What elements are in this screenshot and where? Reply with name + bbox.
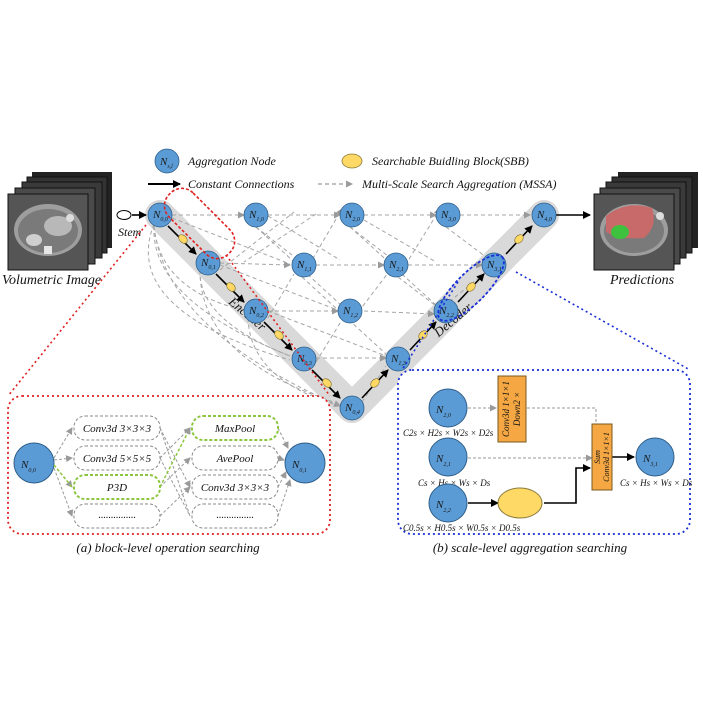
legend-aggregation-node-label: Aggregation Node [187,154,277,168]
predictions-stack [593,172,698,271]
node-n01: N0,1 [195,250,221,276]
svg-text:AvePool: AvePool [216,453,254,465]
panel-b: N2,0 C2s × H2s × W2s × D2s N2,1 Cs × Hs … [397,369,693,535]
svg-text:Sum: Sum [593,450,602,464]
svg-text:P3D: P3D [106,482,127,494]
node-n31: N3,1 [481,252,507,278]
blue-highlight-outline [437,254,505,322]
op-maxpool: MaxPool [191,415,279,441]
panel-a-input-node: N0,0 [13,442,55,484]
legend-node-icon: Ns,l [154,148,180,174]
node-n04: N0,4 [339,395,365,421]
panel-a: N0,0 N0,1 Conv3d 3×3×3 [7,395,331,535]
legend-sbb-icon [341,153,363,169]
blue-zoom-line-right [515,271,691,371]
panel-b-node-21: N2,1 [428,437,468,477]
op-conv3d-3x3x3-right: Conv3d 3×3×3 [191,474,279,500]
sbb-block [514,234,524,244]
sbb-block [178,234,188,244]
svg-text:Conv3d 1×1×1: Conv3d 1×1×1 [602,432,611,482]
panel-b-output-node: N3,1 [635,437,675,477]
sbb-block [226,282,236,292]
sbb-block [322,378,332,388]
panel-b-output-dims: Cs × Hs × Ws × Ds [620,478,693,488]
node-n13: N1,3 [385,346,411,372]
svg-text:Conv3d 3×3×3: Conv3d 3×3×3 [201,482,270,494]
node-n30: N3,0 [435,202,461,228]
legend-sbb-label: Searchable Buidling Block(SBB) [372,154,529,168]
red-zoom-line-right [225,254,331,397]
sbb-block [274,330,284,340]
node-n40: N4,0 [531,202,557,228]
red-highlight-outline [163,187,236,260]
svg-text:...............: ............... [216,510,254,521]
svg-text:Conv3d 5×5×5: Conv3d 5×5×5 [83,453,152,465]
predictions-label: Predictions [609,273,675,288]
legend-constant-label: Constant Connections [188,177,295,191]
node-n10: N1,0 [243,202,269,228]
sum-conv-box: Sum Conv3d 1×1×1 [591,423,613,491]
sbb-block [466,282,476,292]
svg-text:Conv3d 1×1×1: Conv3d 1×1×1 [501,381,511,437]
svg-text:MaxPool: MaxPool [214,423,255,435]
node-n20: N2,0 [339,202,365,228]
panel-b-caption: (b) scale-level aggregation searching [433,540,628,555]
panel-b-node-20: N2,0 [428,388,468,428]
svg-text:Conv3d 3×3×3: Conv3d 3×3×3 [83,423,152,435]
op-conv3d-3x3x3-left: Conv3d 3×3×3 [73,415,161,441]
volumetric-image-label: Volumetric Image [2,273,101,288]
stem-icon [116,210,132,220]
selected-path-arrow [159,427,191,488]
op-more-right: ............... [191,503,279,529]
legend: Ns,l Aggregation Node Searchable Buidlin… [148,148,557,191]
node-n12: N1,2 [337,298,363,324]
panel-b-node-22: N2,2 [428,483,468,523]
svg-text:...............: ............... [98,510,136,521]
svg-text:Down2 ×: Down2 × [512,392,522,427]
sbb-block [370,378,380,388]
op-conv3d-5x5x5: Conv3d 5×5×5 [73,445,161,471]
blue-zoom-line-left [401,281,459,371]
conv-down-box: Conv3d 1×1×1 Down2 × [497,375,527,443]
node-n03: N0,3 [291,346,317,372]
node-n00: N0,0 [147,202,173,228]
node-n02: N0,2 [243,298,269,324]
red-zoom-line-left [7,224,147,397]
op-avepool: AvePool [191,445,279,471]
node-n21: N2,1 [383,252,409,278]
panel-b-sbb [497,487,543,519]
node-n11: N1,1 [291,252,317,278]
svg-text:Ns,l: Ns,l [159,156,173,170]
lesion-mask [611,225,629,239]
volumetric-image-stack [7,172,112,271]
op-p3d: P3D [73,474,161,500]
op-more-left: ............... [73,503,161,529]
sbb-blocks [178,234,524,388]
legend-mssa-label: Multi-Scale Search Aggregation (MSSA) [361,177,557,191]
panel-a-output-node: N0,1 [284,442,326,484]
stem-label: Stem [118,225,142,239]
panel-b-node-22-dims: C0.5s × H0.5s × W0.5s × D0.5s [403,523,521,533]
panel-b-node-21-dims: Cs × Hs × Ws × Ds [418,478,491,488]
panel-a-caption: (a) block-level operation searching [76,540,260,555]
panel-b-node-20-dims: C2s × H2s × W2s × D2s [403,428,494,438]
